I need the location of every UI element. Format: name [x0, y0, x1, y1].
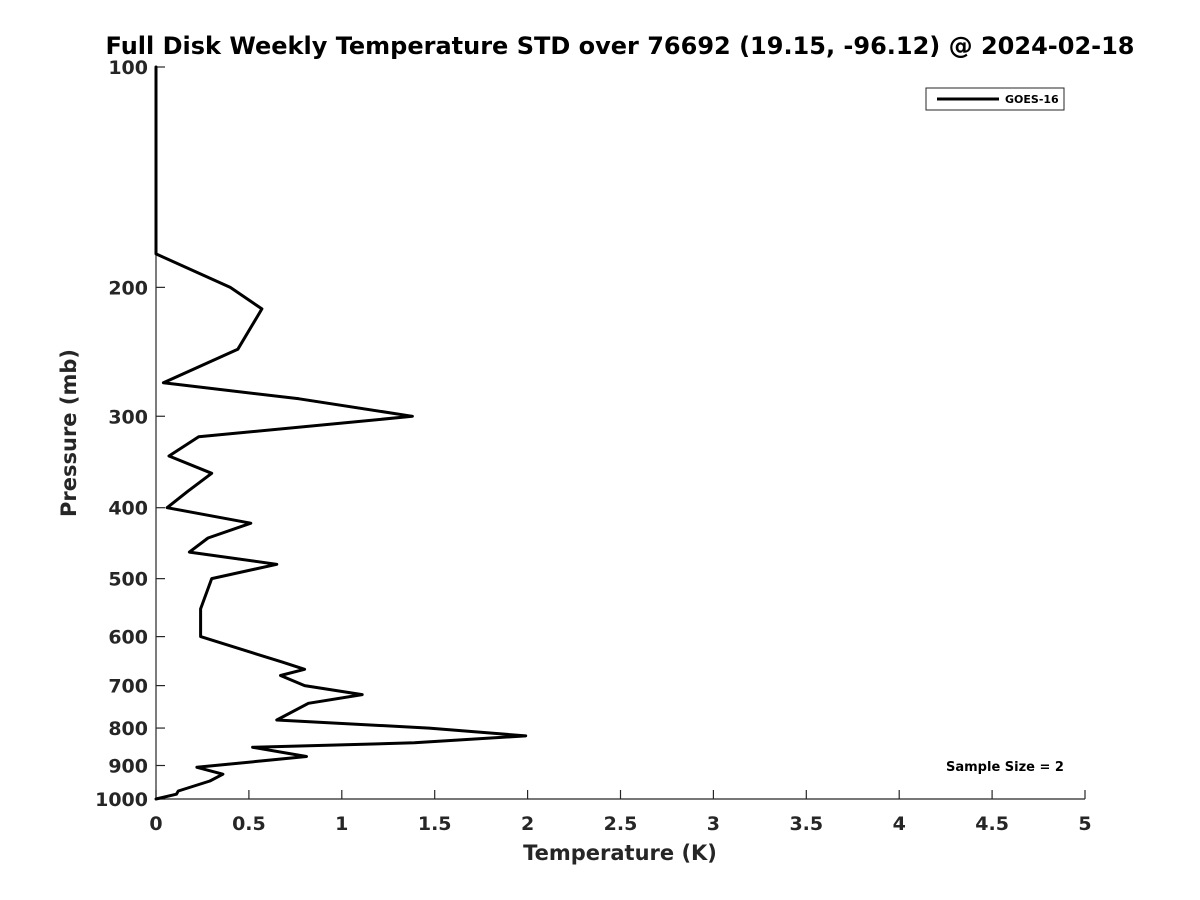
y-tick-label: 300	[108, 406, 148, 428]
legend: GOES-16	[925, 87, 1065, 111]
y-ticks: 100 200 300 400 500 600 700 800 900 1000	[95, 57, 165, 811]
series-layer	[154, 65, 528, 801]
x-tick-label: 4	[893, 813, 906, 835]
series-line-goes-16	[154, 65, 528, 801]
x-tick-label: 2.5	[604, 813, 638, 835]
x-ticks: 0 0.5 1 1.5 2 2.5 3 3.5 4 4.5 5	[149, 790, 1092, 835]
x-tick-label: 3.5	[789, 813, 823, 835]
x-tick-label: 3	[707, 813, 720, 835]
y-tick-label: 600	[108, 627, 148, 649]
x-tick-label: 5	[1078, 813, 1091, 835]
x-tick-label: 0	[149, 813, 162, 835]
y-tick-label: 700	[108, 676, 148, 698]
sample-size-annotation: Sample Size = 2	[946, 760, 1064, 775]
plot-area: 0 0.5 1 1.5 2 2.5 3 3.5 4 4.5 5 100 200 300 400 500 600…	[95, 57, 1092, 835]
y-tick-label: 400	[108, 498, 148, 520]
y-tick-label: 200	[108, 277, 148, 299]
y-tick-label: 900	[108, 756, 148, 778]
x-tick-label: 4.5	[975, 813, 1009, 835]
legend-label: GOES-16	[1005, 93, 1059, 106]
x-tick-label: 2	[521, 813, 534, 835]
x-tick-label: 0.5	[232, 813, 266, 835]
x-tick-label: 1	[335, 813, 348, 835]
y-tick-label: 1000	[95, 789, 148, 811]
y-tick-label: 800	[108, 718, 148, 740]
chart-title: Full Disk Weekly Temperature STD over 76…	[106, 32, 1135, 60]
y-axis-label: Pressure (mb)	[57, 349, 81, 517]
x-tick-label: 1.5	[418, 813, 452, 835]
x-axis-label: Temperature (K)	[523, 841, 717, 865]
y-tick-label: 100	[108, 57, 148, 79]
y-tick-label: 500	[108, 569, 148, 591]
